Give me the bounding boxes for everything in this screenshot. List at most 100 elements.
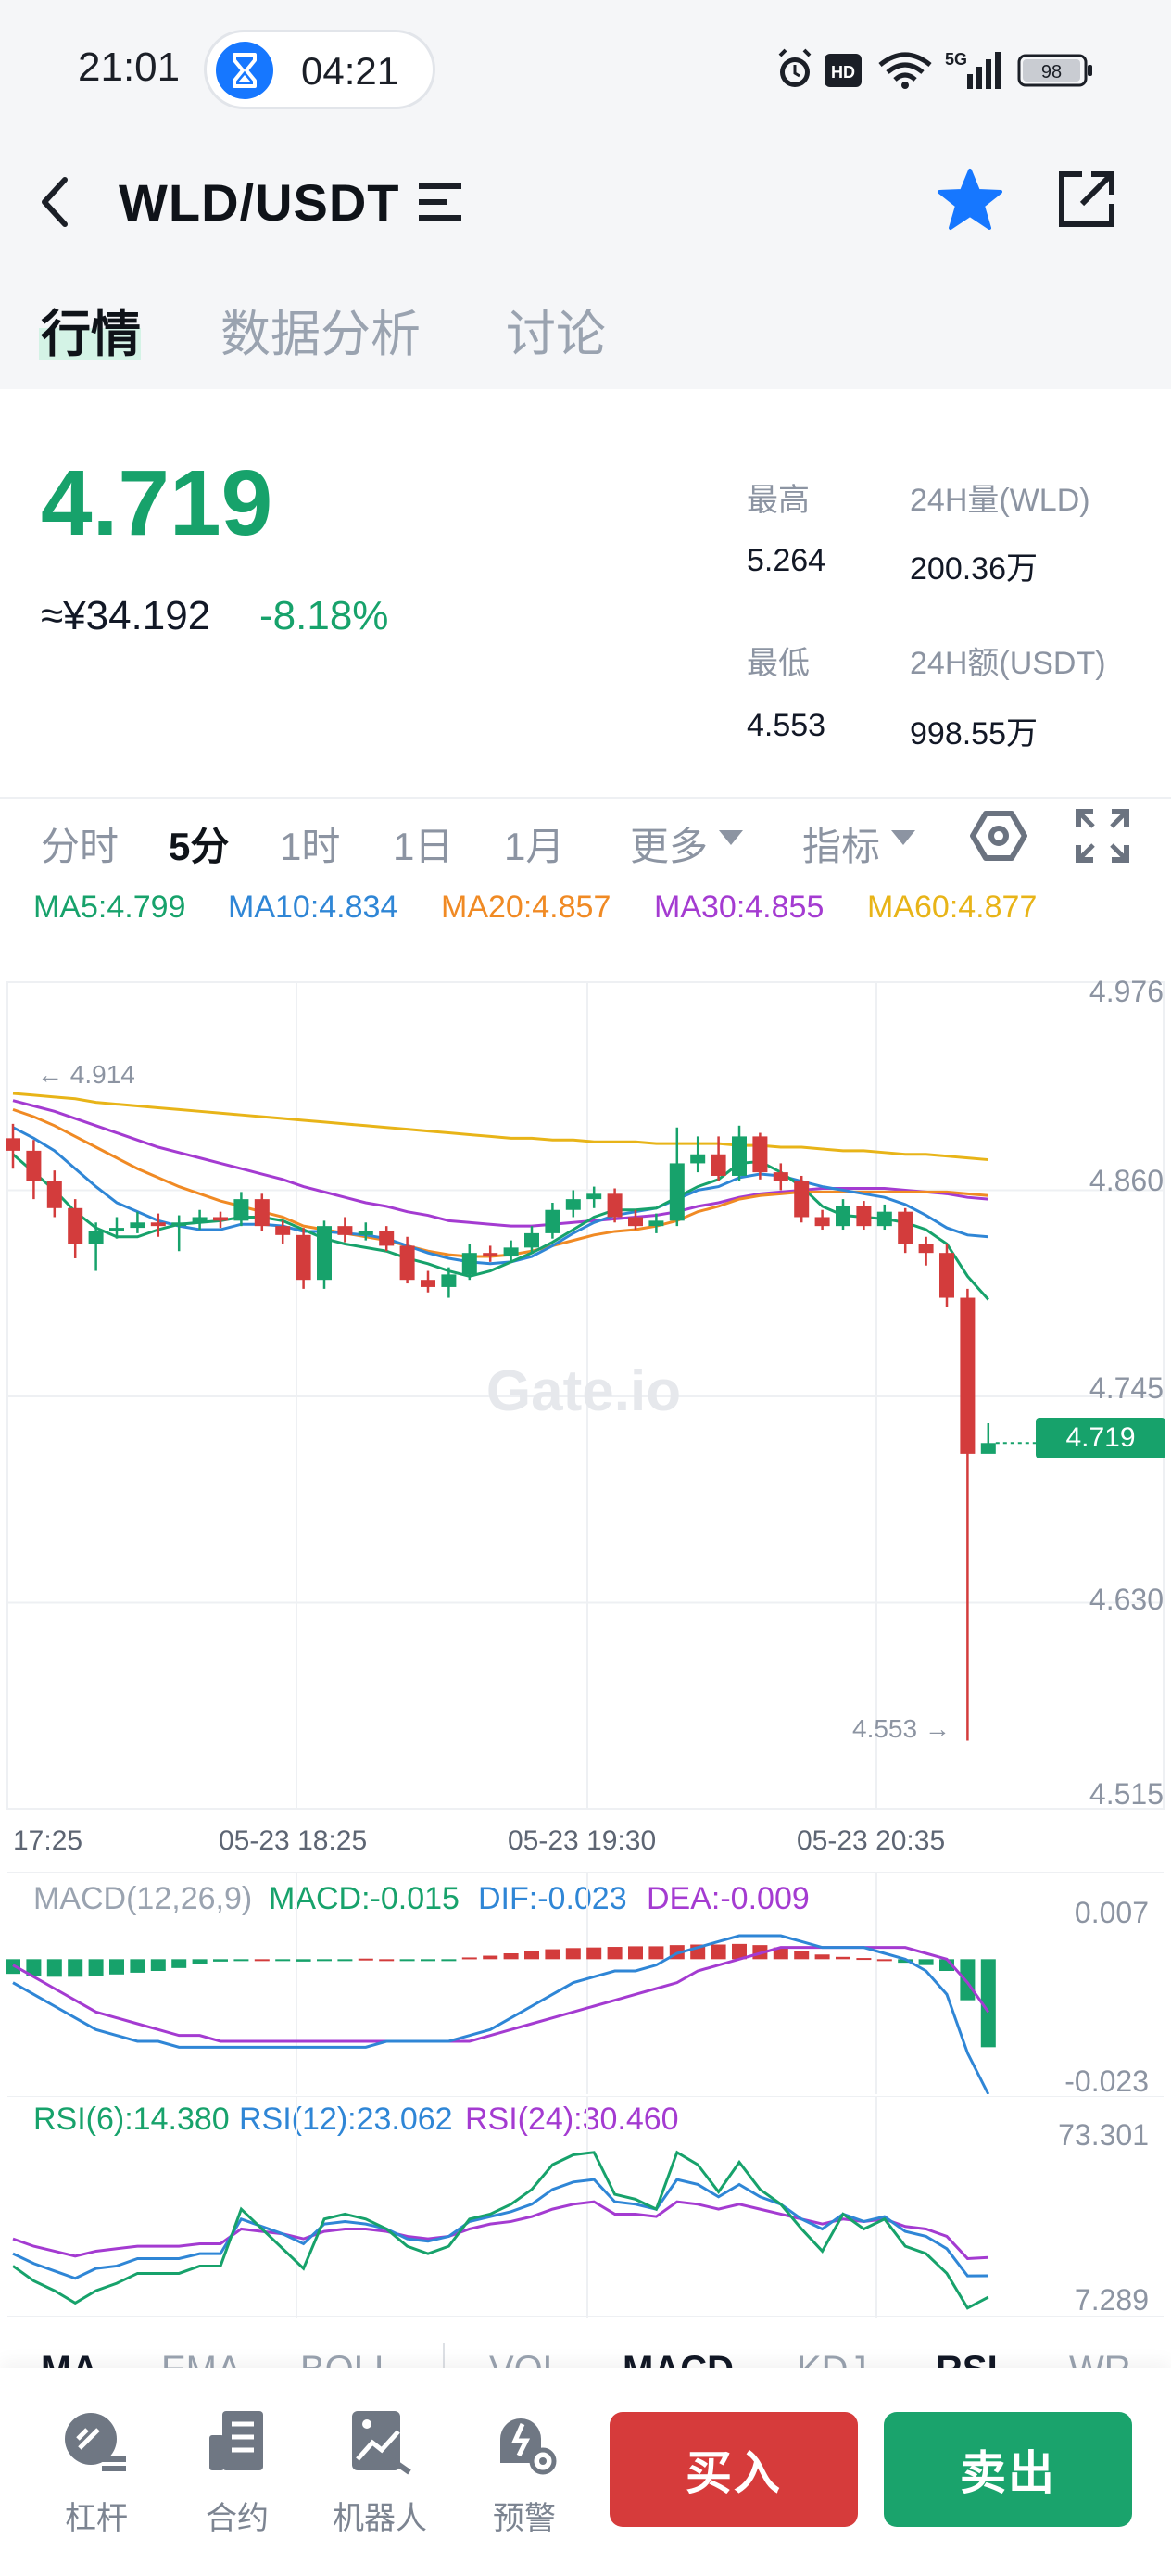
price-card [0, 389, 1171, 797]
favorite-star-icon[interactable] [936, 167, 1004, 232]
candle-body [648, 1220, 664, 1227]
x-tick-label: 17:25 [13, 1825, 83, 1856]
ind-tab-wr[interactable]: WR [1069, 2349, 1131, 2368]
candle-body [918, 1244, 934, 1254]
macd-bar [773, 1947, 788, 1960]
candle-body [876, 1211, 892, 1227]
timer-time: 04:21 [301, 49, 399, 93]
nav-bot[interactable]: 机器人 [324, 2407, 435, 2546]
indicator-menu[interactable]: 指标 [802, 825, 881, 868]
macd-chart[interactable] [0, 1872, 1171, 2094]
candle-body [565, 1199, 581, 1210]
macd-bar [461, 1957, 477, 1960]
interval-1mo[interactable]: 1月 [504, 825, 565, 868]
tab-data-analysis[interactable]: 数据分析 [220, 307, 421, 362]
menu-icon[interactable] [417, 182, 463, 222]
candle-body [26, 1150, 42, 1181]
y-tick-label: 4.630 [1089, 1583, 1164, 1616]
candle-body [836, 1206, 850, 1227]
bot-icon [352, 2411, 411, 2475]
macd-bar [275, 1959, 291, 1962]
macd-bar [960, 1959, 976, 2001]
ind-tab-ema[interactable]: EMA [161, 2349, 242, 2368]
timer-pill[interactable]: 04:21 [204, 30, 435, 109]
macd-bar [918, 1959, 934, 1965]
last-price: 4.719 [41, 451, 273, 555]
candle-body [960, 1297, 976, 1454]
candle-body [814, 1217, 830, 1227]
status-time: 21:01 [78, 44, 181, 90]
nav-contract-label: 合约 [206, 2501, 269, 2536]
battery-level: 98 [1041, 62, 1062, 82]
chart-settings-icon[interactable] [969, 808, 1028, 864]
candle-body [545, 1209, 560, 1233]
interval-1h[interactable]: 1时 [280, 825, 341, 868]
tab-market[interactable]: 行情 [41, 307, 141, 362]
rsi-y-tick: 73.301 [1058, 2118, 1149, 2152]
ind-tab-ma[interactable]: MA [41, 2349, 98, 2368]
macd-bar [358, 1958, 373, 1961]
hourglass-icon [216, 42, 273, 99]
macd-bar [296, 1959, 311, 1962]
x-tick-label: 05-23 18:25 [219, 1825, 368, 1856]
dif-value: DIF:-0.023 [478, 1881, 627, 1916]
share-external-icon[interactable] [1054, 167, 1119, 232]
status-icons: HD 5G 98 [778, 48, 1092, 89]
y-tick-label: 4.515 [1089, 1777, 1164, 1811]
interval-timeshare[interactable]: 分时 [41, 825, 120, 868]
ind-tab-macd[interactable]: MACD [623, 2349, 734, 2368]
indicator-tabs: MA EMA BOLL VOL MACD KDJ RSI WR [0, 2321, 1171, 2368]
candle-body [88, 1231, 104, 1244]
interval-5m[interactable]: 5分 [169, 825, 230, 868]
ind-tab-vol[interactable]: VOL [489, 2349, 563, 2368]
nav-leverage[interactable]: 杠杆 [41, 2407, 152, 2546]
nav-alert[interactable]: 预警 [469, 2407, 580, 2546]
interval-more[interactable]: 更多 [630, 825, 709, 868]
buy-button[interactable]: 买入 [610, 2412, 858, 2527]
indicator-caret-icon [891, 830, 915, 845]
macd-bar [399, 1959, 415, 1962]
hd-text: HD [831, 63, 855, 82]
candle-body [337, 1226, 353, 1235]
candle-body [296, 1234, 311, 1281]
watermark-text: Gate.io [486, 1359, 681, 1423]
x-tick-label: 05-23 20:35 [797, 1825, 946, 1856]
last-price-tag: 4.719 [1036, 1418, 1165, 1458]
rsi-chart[interactable] [0, 2096, 1171, 2318]
pair-title[interactable]: WLD/USDT [119, 173, 400, 232]
battery-icon: 98 [1017, 54, 1092, 87]
sell-button[interactable]: 卖出 [884, 2412, 1132, 2527]
contract-icon [209, 2411, 263, 2470]
alert-icon [500, 2418, 557, 2475]
macd-bar [648, 1946, 664, 1960]
candle-body [109, 1228, 124, 1231]
macd-bar [607, 1947, 623, 1960]
candle-body [275, 1226, 291, 1235]
candle-body [628, 1217, 643, 1227]
candle-body [586, 1193, 602, 1200]
macd-y-tick: 0.007 [1074, 1896, 1149, 1929]
macd-bar [171, 1959, 187, 1968]
rsi-y-tick: 7.289 [1074, 2283, 1149, 2317]
macd-bar [565, 1948, 581, 1960]
candlestick-chart[interactable]: Gate.io [0, 964, 1171, 1853]
ind-tab-boll[interactable]: BOLL [300, 2349, 395, 2368]
macd-bar [524, 1951, 539, 1960]
ma30-legend: MA30:4.855 [654, 890, 825, 925]
nav-leverage-label: 杠杆 [65, 2501, 128, 2536]
back-icon[interactable] [37, 174, 74, 230]
macd-bar [628, 1946, 643, 1960]
low-marker-label: 4.553 → [852, 1714, 951, 1743]
fullscreen-icon[interactable] [1075, 808, 1130, 864]
nav-contract[interactable]: 合约 [182, 2407, 293, 2546]
candle-body [794, 1181, 810, 1218]
candle-body [254, 1199, 270, 1227]
candle-body [461, 1253, 477, 1275]
interval-1d[interactable]: 1日 [393, 825, 454, 868]
macd-bar [337, 1959, 353, 1962]
candle-body [421, 1280, 435, 1287]
tab-discussion[interactable]: 讨论 [506, 307, 606, 362]
ind-tab-kdj[interactable]: KDJ [797, 2349, 867, 2368]
ind-tab-rsi[interactable]: RSI [936, 2349, 998, 2368]
rsi6-line [12, 2150, 989, 2310]
